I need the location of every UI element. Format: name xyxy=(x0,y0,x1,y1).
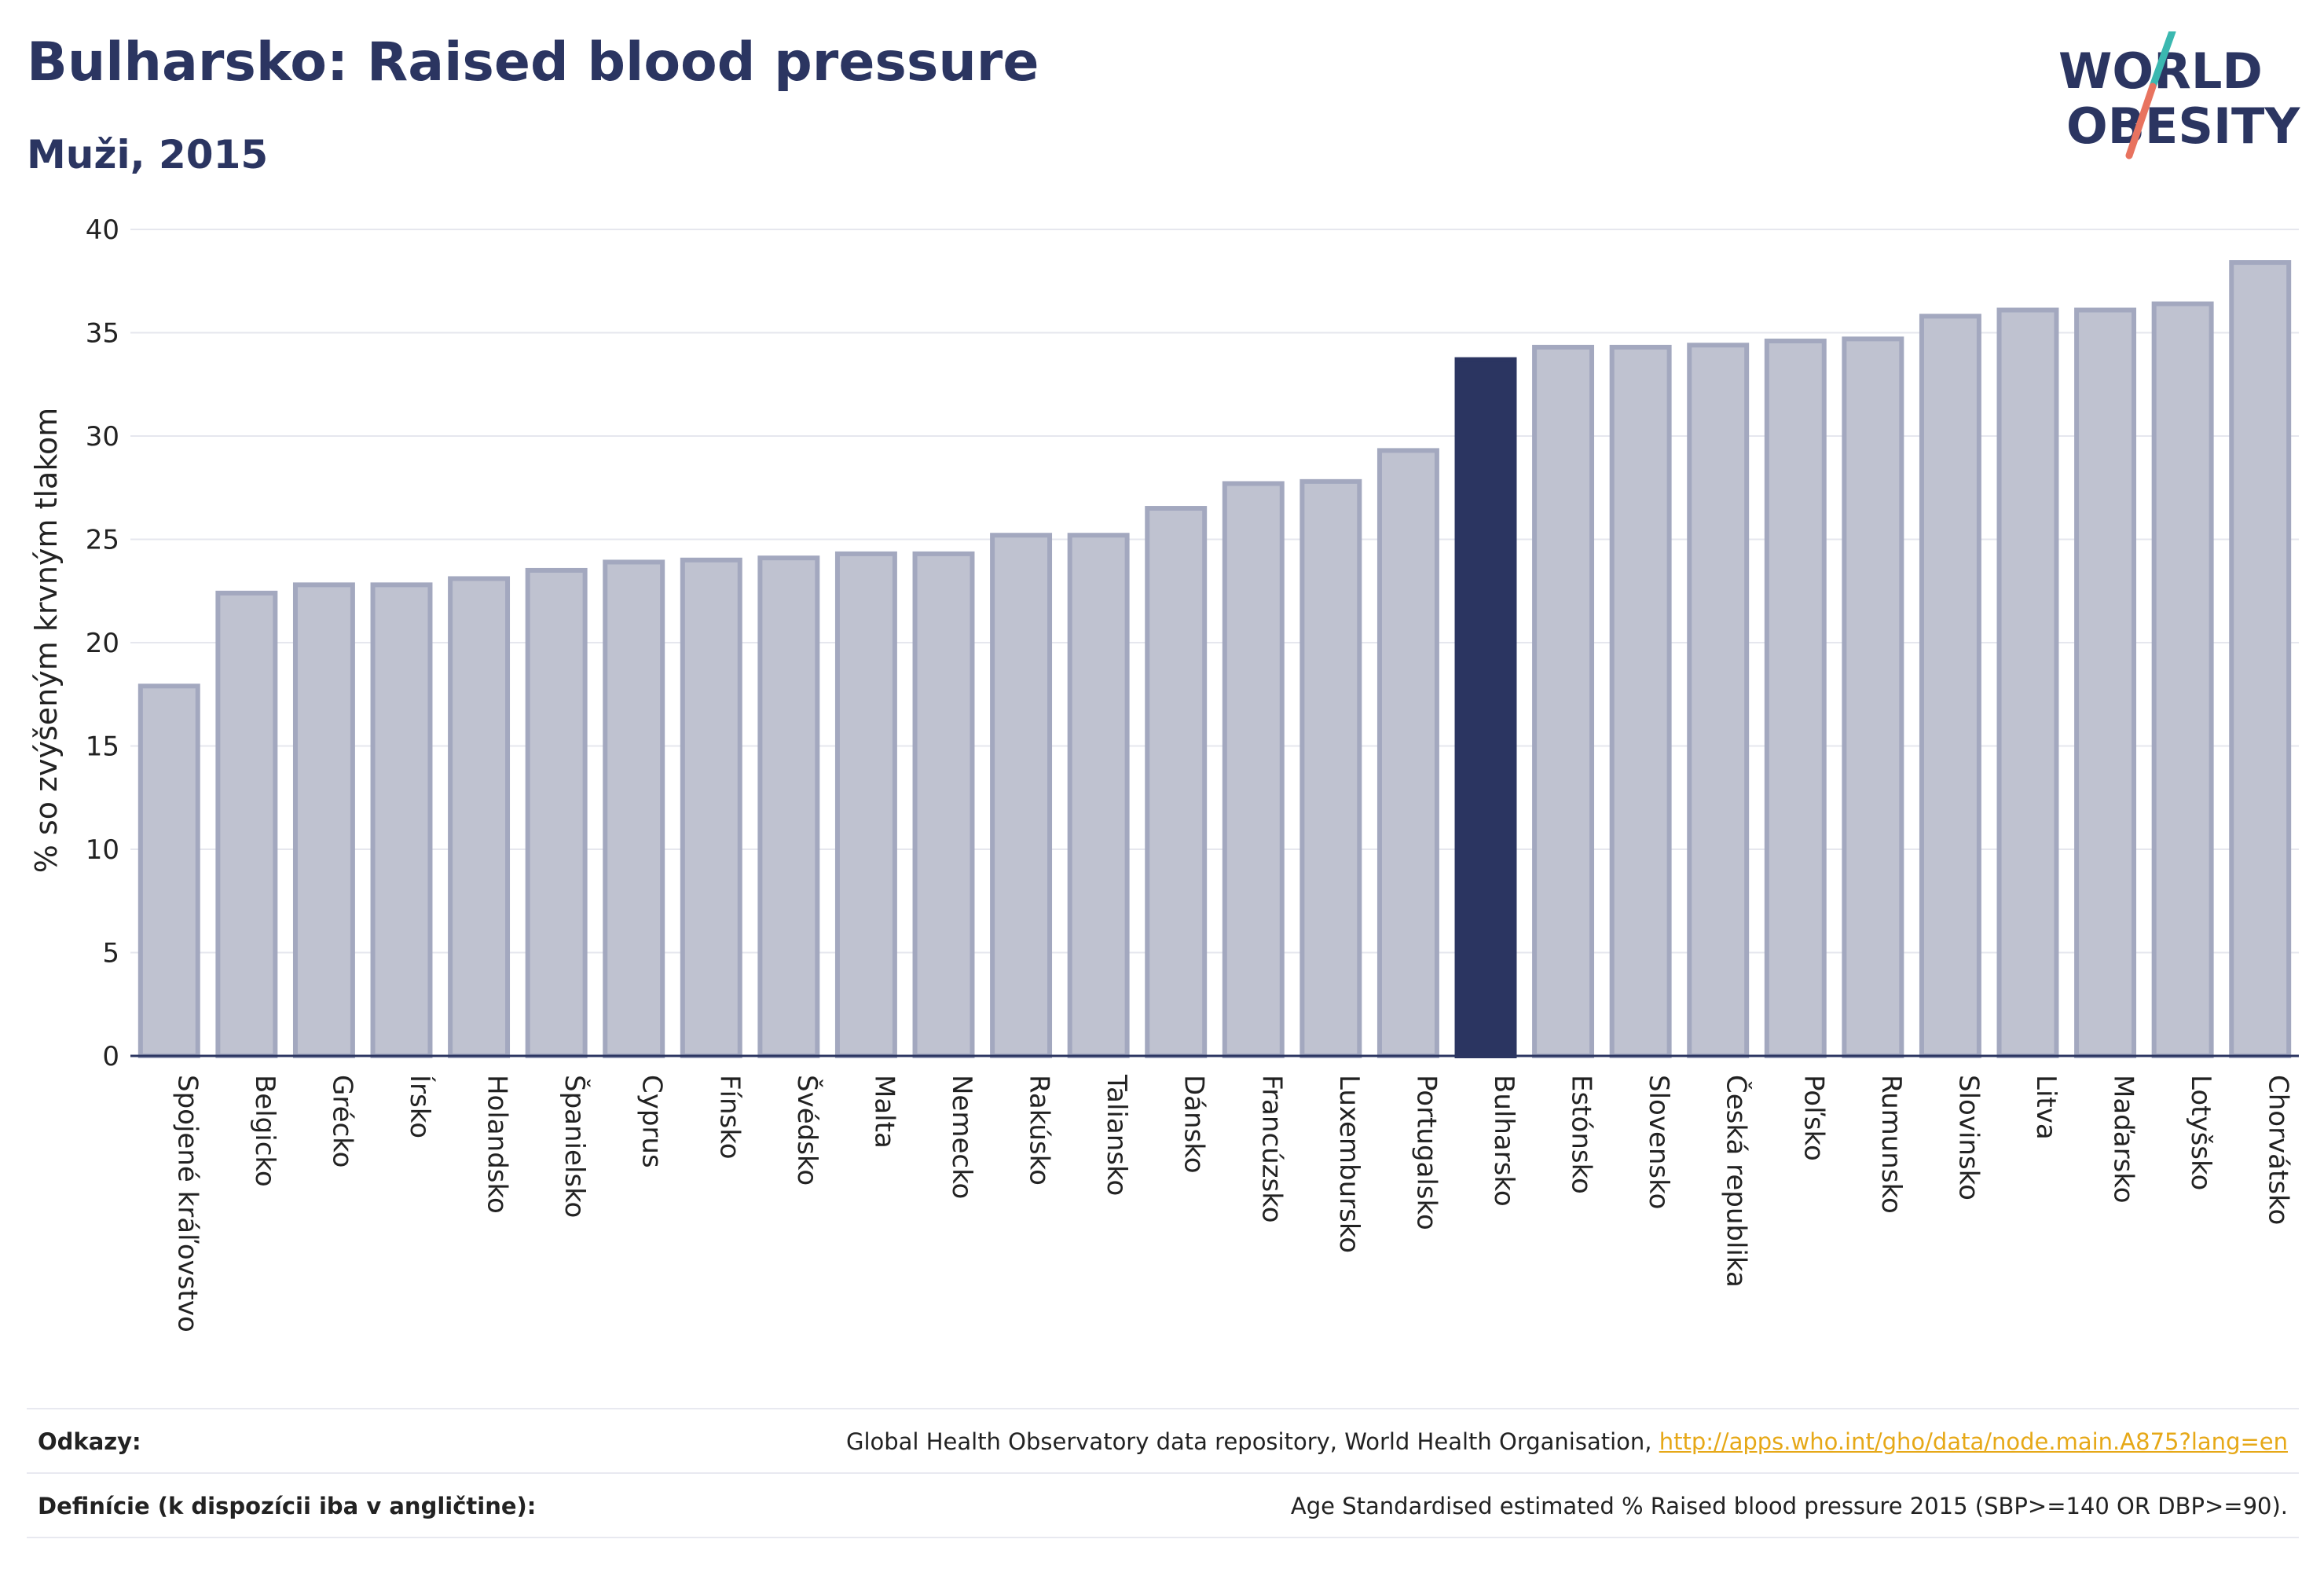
bar-chart: % so zvýšeným krvným tlakom 0 5 10 15 20 25 30… xyxy=(29,214,2299,1332)
bar xyxy=(990,533,1053,1058)
bar xyxy=(1687,343,1750,1058)
x-tick-label: Rumunsko xyxy=(1875,1075,1907,1214)
bar xyxy=(1919,313,1981,1058)
footer-divider-middle xyxy=(27,1472,2299,1474)
logo-slash-teal xyxy=(2149,31,2176,90)
bar xyxy=(1609,344,1672,1059)
x-tick-label: Bulharsko xyxy=(1488,1075,1519,1207)
bar-highlighted xyxy=(1454,357,1517,1058)
bar xyxy=(1299,478,1362,1058)
x-tick-label: Fínsko xyxy=(713,1075,745,1160)
x-tick-label: Slovensko xyxy=(1643,1075,1674,1209)
x-tick-label: Cyprus xyxy=(636,1075,668,1168)
bar xyxy=(1376,448,1439,1058)
y-tick-label: 5 xyxy=(102,938,119,969)
bar xyxy=(137,684,200,1058)
y-axis-title: % so zvýšeným krvným tlakom xyxy=(29,408,64,874)
sources-link[interactable]: http://apps.who.int/gho/data/node.main.A… xyxy=(1659,1428,2288,1455)
bar xyxy=(1067,533,1130,1058)
x-tick-label: Estónsko xyxy=(1566,1075,1597,1194)
sources-value: Global Health Observatory data repositor… xyxy=(846,1428,2288,1455)
bar xyxy=(680,557,742,1058)
x-tick-label: Portugalsko xyxy=(1410,1075,1442,1230)
footer-definitions-row: Definície (k dispozícii iba v angličtine… xyxy=(27,1493,2299,1532)
definitions-value: Age Standardised estimated % Raised bloo… xyxy=(1290,1493,2288,1519)
x-tick-label: Nemecko xyxy=(946,1075,977,1199)
chart-subtitle: Muži, 2015 xyxy=(27,132,269,178)
bar xyxy=(2151,301,2214,1058)
bar xyxy=(603,559,665,1058)
x-tick-label: Chorvátsko xyxy=(2263,1075,2294,1225)
bar xyxy=(912,551,975,1058)
bar xyxy=(370,582,433,1058)
bar xyxy=(1222,481,1285,1058)
x-tick-label: Poľsko xyxy=(1798,1075,1829,1161)
bar xyxy=(1764,339,1827,1058)
bar xyxy=(1145,506,1208,1058)
footer-sources-row: Odkazy: Global Health Observatory data r… xyxy=(27,1428,2299,1468)
x-tick-label: Lotyšsko xyxy=(2185,1075,2216,1190)
logo-slash-coral xyxy=(2125,82,2157,159)
x-tick-label: Írsko xyxy=(404,1075,436,1138)
bar xyxy=(2229,260,2292,1058)
y-tick-label: 30 xyxy=(86,421,119,453)
sources-text: Global Health Observatory data repositor… xyxy=(845,1428,1652,1455)
chart-title: Bulharsko: Raised blood pressure xyxy=(27,31,1039,93)
bar xyxy=(834,551,897,1058)
y-tick-label: 25 xyxy=(86,525,119,556)
x-tick-label: Maďarsko xyxy=(2108,1075,2139,1204)
bar xyxy=(525,567,588,1058)
bar xyxy=(1996,307,2059,1058)
bar xyxy=(2074,307,2137,1058)
x-tick-label: Španielsko xyxy=(559,1075,591,1218)
y-tick-label: 15 xyxy=(86,731,119,763)
x-tick-label: Francúzsko xyxy=(1255,1075,1287,1223)
x-tick-label: Slovinsko xyxy=(1952,1075,1984,1200)
bar xyxy=(757,555,820,1058)
world-obesity-logo: WORLD OBESITY xyxy=(2058,31,2300,159)
x-tick-label: Holandsko xyxy=(482,1075,513,1214)
y-tick-label: 0 xyxy=(102,1041,119,1072)
x-tick-label: Luxembursko xyxy=(1333,1075,1365,1253)
x-tick-label: Malta xyxy=(868,1075,900,1149)
x-tick-label: Litva xyxy=(2030,1075,2062,1140)
x-tick-label: Spojené kráľovstvo xyxy=(171,1075,203,1332)
footer-divider-top xyxy=(27,1408,2299,1409)
x-tick-label: Česká republika xyxy=(1721,1075,1753,1288)
bar xyxy=(1842,336,1904,1058)
bar xyxy=(448,576,511,1058)
y-tick-label: 20 xyxy=(86,628,119,659)
y-tick-label: 40 xyxy=(86,214,119,246)
y-tick-label: 10 xyxy=(86,834,119,866)
x-tick-label: Taliansko xyxy=(1101,1074,1132,1196)
sources-label: Odkazy: xyxy=(38,1428,141,1455)
footer-divider-bottom xyxy=(27,1537,2299,1538)
logo-line2: OBESITY xyxy=(2066,97,2300,155)
x-tick-label: Dánsko xyxy=(1178,1075,1210,1174)
bar xyxy=(292,582,355,1058)
x-tick-label: Grécko xyxy=(326,1075,357,1167)
definitions-label: Definície (k dispozícii iba v angličtine… xyxy=(38,1493,537,1519)
bar xyxy=(1532,344,1595,1059)
y-tick-label: 35 xyxy=(86,318,119,350)
x-tick-label: Švédsko xyxy=(791,1075,823,1186)
bar xyxy=(215,590,278,1058)
x-tick-label: Belgicko xyxy=(249,1075,280,1187)
x-tick-label: Rakúsko xyxy=(1024,1075,1055,1186)
